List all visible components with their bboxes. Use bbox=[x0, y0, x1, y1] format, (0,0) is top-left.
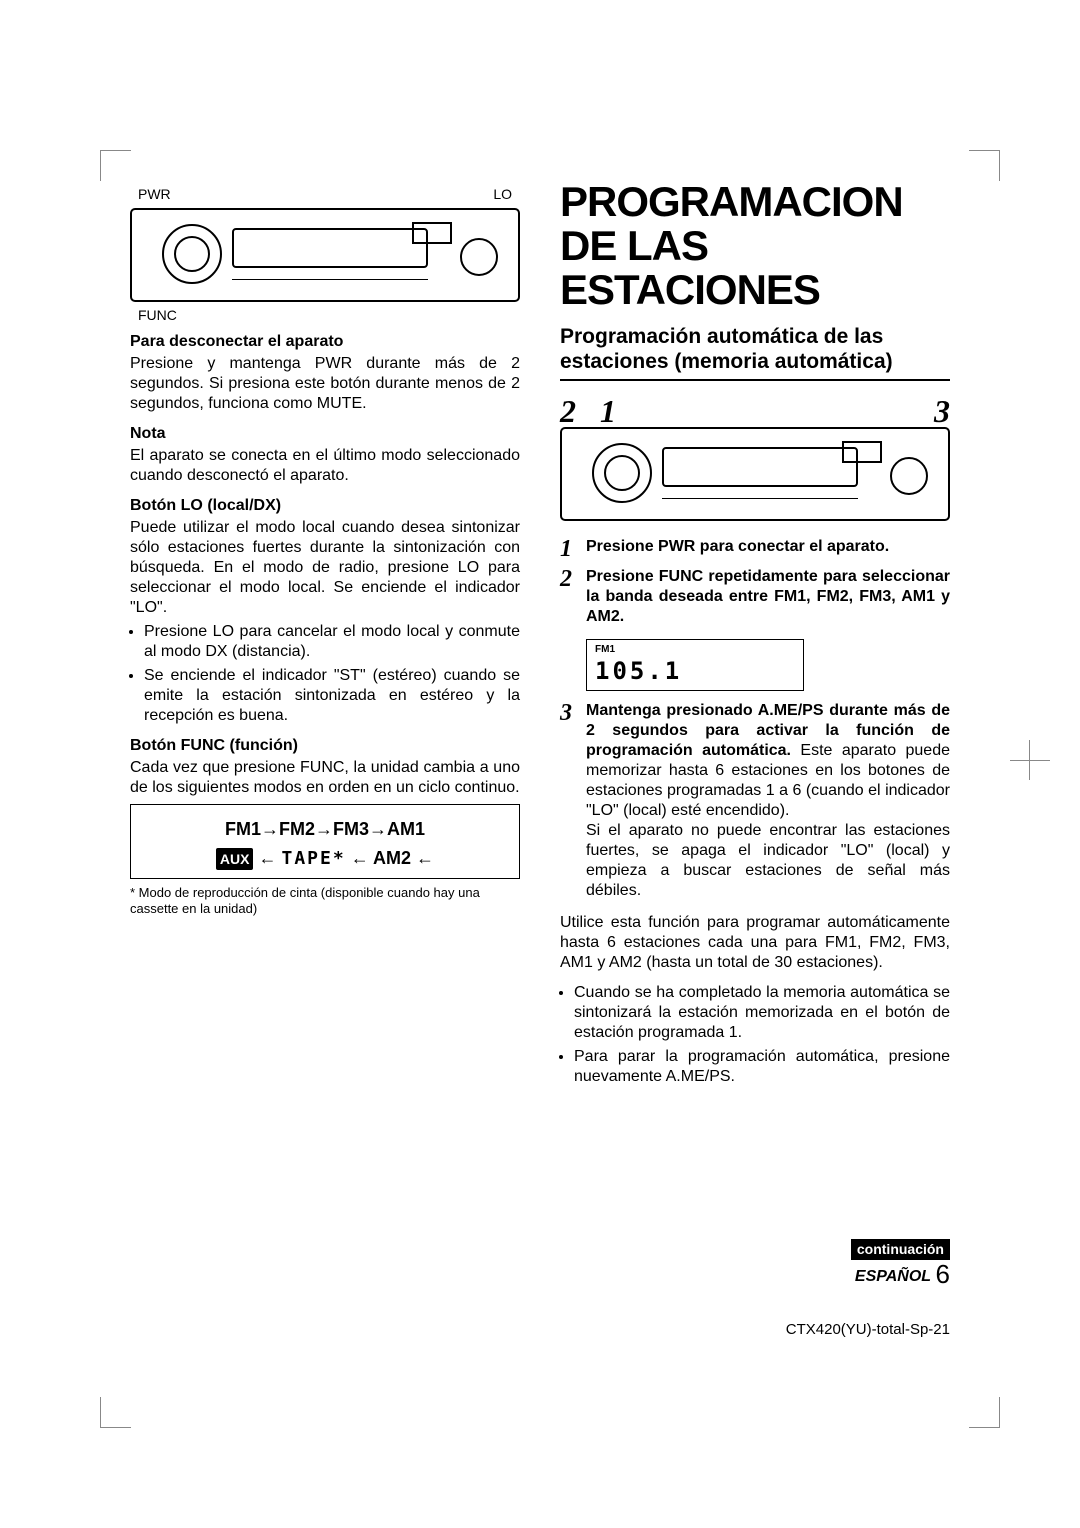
preset-row bbox=[232, 279, 428, 292]
knob-icon bbox=[460, 238, 498, 276]
cycle-bottom: AUX ← TAPE* ← AM2 ← bbox=[137, 844, 513, 874]
end-bullets: Cuando se ha completado la memoria autom… bbox=[560, 983, 950, 1087]
knob-icon bbox=[890, 457, 928, 495]
right-column: PROGRAMACION DE LAS ESTACIONES Programac… bbox=[560, 180, 950, 1340]
radio-illustration-2 bbox=[560, 427, 950, 521]
preset-row bbox=[662, 498, 858, 511]
left-column: PWR LO FUNC Para desconectar el aparato … bbox=[130, 180, 520, 1340]
page: PWR LO FUNC Para desconectar el aparato … bbox=[130, 180, 950, 1340]
label-pwr: PWR bbox=[138, 186, 171, 204]
step-3: 3 Mantenga presionado A.ME/PS durante má… bbox=[560, 701, 950, 901]
crop-mark bbox=[969, 1397, 1000, 1428]
am2-label: AM2 bbox=[373, 848, 411, 868]
heading-note: Nota bbox=[130, 424, 520, 444]
aux-badge: AUX bbox=[216, 848, 254, 870]
callout-3: 3 bbox=[934, 391, 950, 431]
step-number: 3 bbox=[560, 701, 586, 901]
tape-icon bbox=[842, 441, 882, 463]
list-item: Presione LO para cancelar el modo local … bbox=[144, 622, 520, 662]
lcd-band: FM1 bbox=[595, 644, 795, 657]
step-1: 1 Presione PWR para conectar el aparato. bbox=[560, 537, 950, 561]
step-text: Mantenga presionado A.ME/PS durante más … bbox=[586, 701, 950, 901]
para-disconnect: Presione y mantenga PWR durante más de 2… bbox=[130, 354, 520, 414]
step-3-p2: Si el aparato no puede encontrar las est… bbox=[586, 822, 950, 899]
dial-icon bbox=[592, 443, 652, 503]
crop-mark bbox=[1010, 760, 1050, 761]
page-language: ESPAÑOL 6 bbox=[855, 1258, 950, 1291]
list-item: Cuando se ha completado la memoria autom… bbox=[574, 983, 950, 1043]
step-list-cont: 3 Mantenga presionado A.ME/PS durante má… bbox=[560, 701, 950, 901]
step-text: Presione FUNC repetidamente para selecci… bbox=[586, 567, 950, 627]
lo-bullets: Presione LO para cancelar el modo local … bbox=[130, 622, 520, 726]
list-item: Para parar la programación automática, p… bbox=[574, 1047, 950, 1087]
display-icon bbox=[232, 228, 428, 268]
crop-mark bbox=[100, 1397, 131, 1428]
lcd-display: FM1 105.1 bbox=[586, 639, 804, 692]
language-label: ESPAÑOL bbox=[855, 1268, 931, 1285]
crop-mark bbox=[969, 150, 1000, 181]
cycle-top: FM1→FM2→FM3→AM1 bbox=[137, 815, 513, 844]
callout-2: 2 bbox=[560, 391, 576, 431]
radio-figure-1: PWR LO FUNC bbox=[130, 208, 520, 302]
label-func: FUNC bbox=[138, 307, 177, 325]
list-item: Se enciende el indicador "ST" (estéreo) … bbox=[144, 666, 520, 726]
step-number: 2 bbox=[560, 567, 586, 627]
display-icon bbox=[662, 447, 858, 487]
radio-illustration bbox=[130, 208, 520, 302]
document-code: CTX420(YU)-total-Sp-21 bbox=[786, 1321, 950, 1340]
mode-cycle-diagram: FM1→FM2→FM3→AM1 AUX ← TAPE* ← AM2 ← bbox=[130, 804, 520, 879]
page-number: 6 bbox=[936, 1259, 950, 1289]
step-2: 2 Presione FUNC repetidamente para selec… bbox=[560, 567, 950, 627]
step-text: Presione PWR para conectar el aparato. bbox=[586, 537, 950, 561]
section-title: PROGRAMACION DE LAS ESTACIONES bbox=[560, 180, 950, 312]
callout-numbers: 2 1 3 bbox=[560, 391, 950, 423]
para-func: Cada vez que presione FUNC, la unidad ca… bbox=[130, 758, 520, 798]
step-number: 1 bbox=[560, 537, 586, 561]
step-list: 1 Presione PWR para conectar el aparato.… bbox=[560, 537, 950, 627]
para-utilice: Utilice esta función para programar auto… bbox=[560, 913, 950, 973]
cycle-footnote: * Modo de reproducción de cinta (disponi… bbox=[130, 885, 520, 918]
divider bbox=[560, 379, 950, 381]
para-lo: Puede utilizar el modo local cuando dese… bbox=[130, 518, 520, 618]
heading-func: Botón FUNC (función) bbox=[130, 736, 520, 756]
lcd-frequency: 105.1 bbox=[595, 656, 795, 686]
crop-mark bbox=[100, 150, 131, 181]
tape-icon bbox=[412, 222, 452, 244]
tape-label: TAPE* bbox=[282, 848, 346, 869]
dial-icon bbox=[162, 224, 222, 284]
heading-disconnect: Para desconectar el aparato bbox=[130, 332, 520, 352]
callout-1: 1 bbox=[600, 391, 616, 431]
para-note: El aparato se conecta en el último modo … bbox=[130, 446, 520, 486]
section-subtitle: Programación automática de las estacione… bbox=[560, 324, 950, 374]
heading-lo: Botón LO (local/DX) bbox=[130, 496, 520, 516]
label-lo: LO bbox=[493, 186, 512, 204]
